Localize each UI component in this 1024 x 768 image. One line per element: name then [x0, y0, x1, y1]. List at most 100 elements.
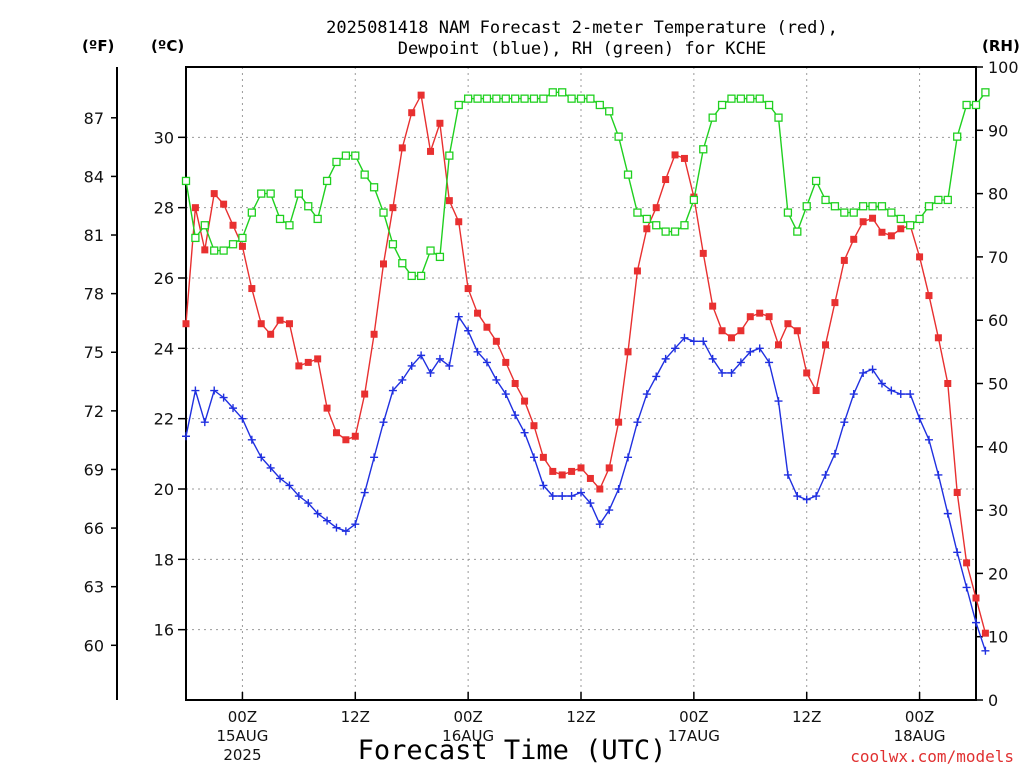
rh-point: [802, 202, 811, 211]
dewpoint-point: [360, 488, 369, 497]
dewpoint-point: [774, 397, 783, 406]
temperature-point: [314, 355, 322, 363]
temperature-point: [502, 358, 510, 366]
dewpoint-point: [633, 418, 642, 427]
temperature-point: [408, 109, 416, 117]
rh-point: [398, 259, 407, 268]
series-line-rh: [185, 91, 986, 277]
temperature-point: [521, 397, 529, 405]
rh-tick-label: 100: [988, 58, 1019, 77]
temperature-point: [718, 327, 726, 335]
rh-point: [633, 208, 642, 217]
celsius-tick-label: 30: [154, 128, 174, 147]
dewpoint-point: [294, 492, 303, 501]
temperature-point: [210, 190, 218, 198]
dewpoint-point: [276, 474, 285, 483]
dewpoint-point: [943, 509, 952, 518]
dewpoint-point: [821, 470, 830, 479]
dewpoint-point: [482, 358, 491, 367]
dewpoint-point: [877, 379, 886, 388]
dewpoint-point: [567, 492, 576, 501]
dewpoint-point: [313, 509, 322, 518]
temperature-point: [981, 629, 989, 637]
rh-point: [971, 100, 981, 110]
rh-point: [680, 221, 689, 230]
temperature-point: [511, 380, 519, 387]
fahrenheit-tick-label: 81: [84, 226, 104, 245]
rh-point: [736, 94, 746, 103]
rh-point: [304, 202, 313, 211]
dewpoint-point: [661, 354, 670, 363]
dewpoint-point: [219, 393, 228, 402]
dewpoint-point: [727, 368, 736, 377]
temperature-point: [427, 147, 435, 155]
dewpoint-point: [379, 418, 388, 427]
temperature-point: [643, 225, 651, 233]
temperature-point: [201, 246, 209, 254]
rh-point: [717, 100, 727, 110]
temperature-point: [380, 260, 387, 268]
fahrenheit-tick-label: 66: [84, 519, 104, 538]
dewpoint-point: [529, 453, 538, 462]
temperature-point: [680, 154, 688, 162]
dewpoint-point: [595, 520, 604, 529]
rh-point: [200, 221, 209, 230]
dewpoint-point: [426, 368, 435, 377]
dewpoint-point: [577, 488, 585, 497]
dewpoint-point: [830, 449, 839, 458]
rh-point: [793, 227, 802, 236]
dewpoint-point: [191, 386, 200, 395]
dewpoint-point: [868, 365, 877, 374]
dewpoint-point: [708, 354, 717, 363]
temperature-point: [699, 249, 707, 257]
axes: 16 18 20 22 24 26 28 30 60 63 66 69 72 75 78 81 84 87 0 10 2…: [84, 58, 1019, 764]
credit-text: coolwx.com/models: [850, 747, 1014, 766]
rh-tick-label: 10: [988, 628, 1008, 647]
dewpoint-point: [200, 418, 209, 427]
temperature-point: [596, 485, 604, 493]
fahrenheit-tick-label: 75: [84, 343, 104, 362]
temperature-point: [276, 316, 284, 324]
temperature-point: [295, 362, 303, 370]
dewpoint-point: [435, 354, 444, 363]
temperature-point: [793, 327, 801, 335]
temperature-point: [229, 221, 237, 229]
dewpoint-point: [906, 390, 915, 399]
rh-point: [463, 94, 473, 103]
rh-point: [520, 94, 529, 103]
rh-point: [821, 195, 830, 205]
rh-point: [924, 202, 934, 211]
dewpoint-point: [605, 506, 614, 515]
dewpoint-point: [812, 492, 821, 501]
temperature-point: [248, 285, 256, 293]
dewpoint-point: [642, 390, 651, 399]
rh-point: [492, 94, 501, 103]
rh-point: [953, 132, 962, 141]
rh-point: [285, 221, 294, 230]
fahrenheit-tick-label: 84: [84, 167, 104, 186]
dewpoint-point: [671, 344, 680, 353]
dewpoint-point: [558, 492, 567, 501]
rh-point: [689, 195, 699, 205]
series-layer: [181, 88, 990, 655]
temperature-point: [492, 337, 500, 345]
rh-point: [266, 189, 275, 198]
temperature-point: [615, 418, 623, 426]
dewpoint-point: [718, 368, 727, 377]
rh-point: [708, 113, 717, 122]
celsius-tick-label: 28: [154, 199, 174, 218]
dewpoint-point: [464, 326, 473, 335]
temperature-point: [746, 313, 754, 321]
rh-point: [943, 195, 952, 205]
dewpoint-point: [915, 414, 924, 423]
time-tick-label: 00Z: [453, 708, 482, 726]
rh-point: [576, 94, 586, 103]
rh-tick-label: 90: [988, 121, 1008, 140]
rh-point: [379, 208, 388, 217]
series-rh: [181, 88, 990, 281]
time-tick-label: 00Z: [679, 708, 708, 726]
chart-title: 2025081418 NAM Forecast 2-meter Temperat…: [326, 18, 838, 59]
rh-tick-label: 20: [988, 564, 1008, 583]
temperature-point: [972, 594, 980, 602]
temperature-point: [351, 432, 359, 440]
